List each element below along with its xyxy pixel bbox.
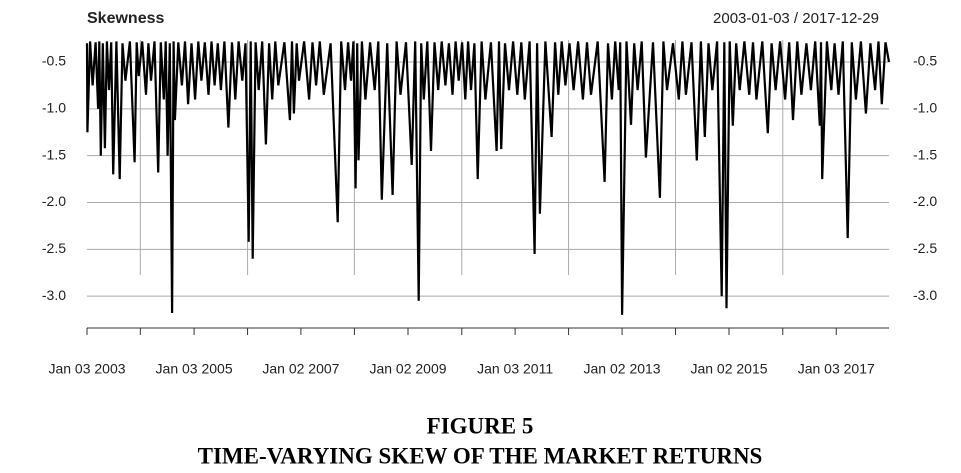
y-tick-label: -0.5 (42, 53, 66, 69)
x-tick-label: Jan 02 2013 (584, 361, 661, 377)
date-range: 2003-01-03 / 2017-12-29 (713, 10, 879, 27)
y-tick-label-right: -1.0 (913, 100, 937, 116)
y-tick-label: -2.5 (42, 240, 66, 256)
y-tick-label-right: -0.5 (913, 53, 937, 69)
x-tick-label: Jan 02 2015 (690, 361, 767, 377)
figure-number: FIGURE 5 (427, 413, 534, 438)
y-tick-label: -3.0 (42, 287, 66, 303)
y-tick-label-right: -2.0 (913, 193, 937, 209)
chart-title: Skewness (87, 10, 164, 27)
x-tick-label: Jan 03 2003 (48, 361, 125, 377)
x-tick-label: Jan 03 2011 (477, 361, 553, 377)
x-tick-label: Jan 02 2009 (369, 361, 446, 377)
y-tick-label-right: -3.0 (913, 287, 937, 303)
x-tick-label: Jan 03 2017 (798, 361, 875, 377)
series-line (85, 41, 891, 315)
y-tick-label: -2.0 (42, 193, 66, 209)
figure-caption: TIME-VARYING SKEW OF THE MARKET RETURNS (198, 443, 763, 468)
y-tick-label: -1.0 (42, 100, 66, 116)
x-tick-label: Jan 02 2007 (262, 361, 339, 377)
y-tick-label: -1.5 (42, 146, 66, 162)
x-tick-label: Jan 03 2005 (156, 361, 233, 377)
y-tick-label-right: -1.5 (913, 146, 937, 162)
y-tick-label-right: -2.5 (913, 240, 937, 256)
